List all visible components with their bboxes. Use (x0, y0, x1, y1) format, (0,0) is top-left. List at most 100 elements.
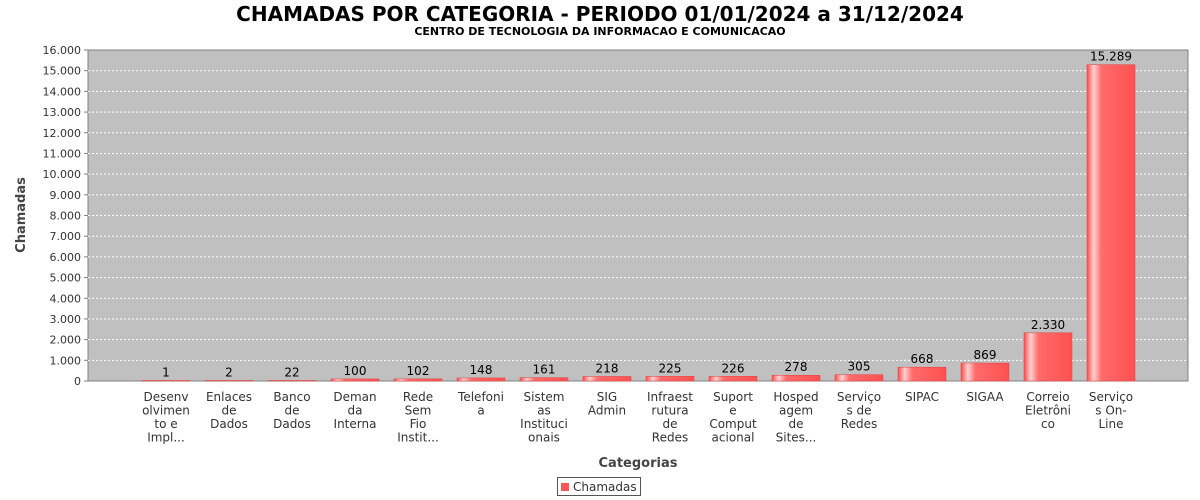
category-label: Rede Sem Fio Instit... (397, 390, 439, 445)
category-label-line: Impl... (147, 431, 185, 445)
category-label-line: Serviço (837, 390, 881, 404)
category-label-line: SIGAA (966, 390, 1004, 404)
y-tick-label: 5.000 (50, 272, 82, 285)
category-label-line: Hosped (773, 390, 818, 404)
bar-value-label: 668 (911, 352, 934, 366)
category-label: Serviço s On-Line (1089, 390, 1133, 431)
bar (519, 377, 569, 382)
category-label-line: onais (528, 431, 560, 445)
bar-value-label: 22 (284, 366, 299, 380)
bar-value-label: 869 (974, 348, 997, 362)
category-label-line: Instituci (520, 417, 568, 431)
category-label-line: de (663, 417, 678, 431)
bar-value-label: 278 (785, 360, 808, 374)
category-label-line: Line (1098, 417, 1123, 431)
chart-title: CHAMADAS POR CATEGORIA - PERIODO 01/01/2… (236, 2, 964, 26)
bar (330, 378, 380, 382)
bar (456, 377, 506, 382)
y-tick-label: 4.000 (50, 292, 82, 305)
bar (834, 374, 884, 382)
legend-swatch (561, 482, 569, 491)
category-label-line: Redes (652, 431, 688, 445)
category-label-line: Infraest (647, 390, 693, 404)
bar (141, 380, 191, 382)
category-label-line: acional (712, 431, 755, 445)
category-label-line: Dados (210, 417, 248, 431)
bar (708, 376, 758, 382)
category-label-line: Enlaces (206, 390, 252, 404)
bar (897, 366, 947, 382)
category-label-line: Sites... (776, 431, 817, 445)
category-label: Deman da Interna (333, 390, 376, 431)
category-label-line: de (222, 404, 237, 418)
category-label-line: Comput (709, 417, 757, 431)
chart-subtitle: CENTRO DE TECNOLOGIA DA INFORMACAO E COM… (414, 25, 786, 38)
category-label-line: Admin (588, 404, 626, 418)
bar-value-label: 102 (407, 364, 430, 378)
category-label-line: Instit... (397, 431, 439, 445)
category-label: Serviço s de Redes (837, 390, 881, 431)
y-tick-label: 8.000 (50, 210, 82, 223)
y-tick-label: 0 (74, 375, 81, 388)
category-label-line: Desenv (144, 390, 189, 404)
category-label-line: da (348, 404, 363, 418)
category-labels: Desenv olvimen to e Impl...Enlaces de DadosBa… (142, 390, 1133, 445)
category-label-line: SIG (597, 390, 617, 404)
y-axis-ticks: 0 1.000 2.000 3.000 4.000 5.000 6.000 7.000 8.00… (43, 44, 88, 388)
bar-value-label: 305 (848, 360, 871, 374)
category-label: SIG Admin (588, 390, 626, 418)
bar-value-label: 218 (596, 361, 619, 375)
bar-value-label: 15.289 (1090, 50, 1132, 64)
bar (582, 376, 632, 382)
bars (141, 64, 1136, 382)
y-tick-label: 13.000 (43, 106, 82, 119)
category-label: Sistem as Instituci onais (520, 390, 568, 445)
y-tick-label: 12.000 (43, 127, 82, 140)
category-label: SIGAA (966, 390, 1004, 404)
category-label-line: e (729, 404, 736, 418)
bar (771, 374, 821, 382)
category-label-line: Deman (333, 390, 376, 404)
bar-value-label: 226 (722, 361, 745, 375)
category-label-line: Fio (410, 417, 427, 431)
category-label-line: s On- (1095, 404, 1126, 418)
bar-value-label: 148 (470, 363, 493, 377)
bar (1023, 332, 1073, 382)
category-label: Suport e Comput acional (709, 390, 757, 445)
category-label-line: Eletrôni (1025, 404, 1071, 418)
y-tick-label: 11.000 (43, 147, 82, 160)
y-tick-label: 14.000 (43, 85, 82, 98)
y-tick-label: 16.000 (43, 44, 82, 57)
category-label-line: Sistem (524, 390, 565, 404)
category-label-line: Redes (841, 417, 877, 431)
bar-value-label: 225 (659, 361, 682, 375)
legend-label: Chamadas (573, 479, 637, 494)
category-label: Telefoni a (457, 390, 504, 418)
category-label-line: Dados (273, 417, 311, 431)
gridlines (88, 70, 1188, 361)
legend: Chamadas (557, 477, 641, 496)
bar (267, 380, 317, 382)
bar-value-label: 2 (225, 366, 233, 380)
y-axis-title: Chamadas (14, 177, 29, 253)
category-label-line: a (477, 404, 484, 418)
y-tick-label: 2.000 (50, 334, 82, 347)
category-label: Correio Eletrôni co (1025, 390, 1071, 431)
y-tick-label: 10.000 (43, 168, 82, 181)
x-axis-title: Categorias (599, 456, 678, 471)
y-tick-label: 7.000 (50, 230, 82, 243)
category-label-line: Correio (1026, 390, 1069, 404)
category-label-line: Telefoni (457, 390, 504, 404)
category-label-line: Serviço (1089, 390, 1133, 404)
category-label: SIPAC (905, 390, 939, 404)
category-label: Enlaces de Dados (206, 390, 252, 431)
bar (645, 376, 695, 382)
category-label: Hosped agem de Sites... (773, 390, 818, 445)
bar-value-label: 161 (533, 363, 556, 377)
category-label: Desenv olvimen to e Impl... (142, 390, 190, 445)
bar-value-label: 100 (344, 364, 367, 378)
category-label-line: to e (154, 417, 177, 431)
bar (393, 378, 443, 382)
